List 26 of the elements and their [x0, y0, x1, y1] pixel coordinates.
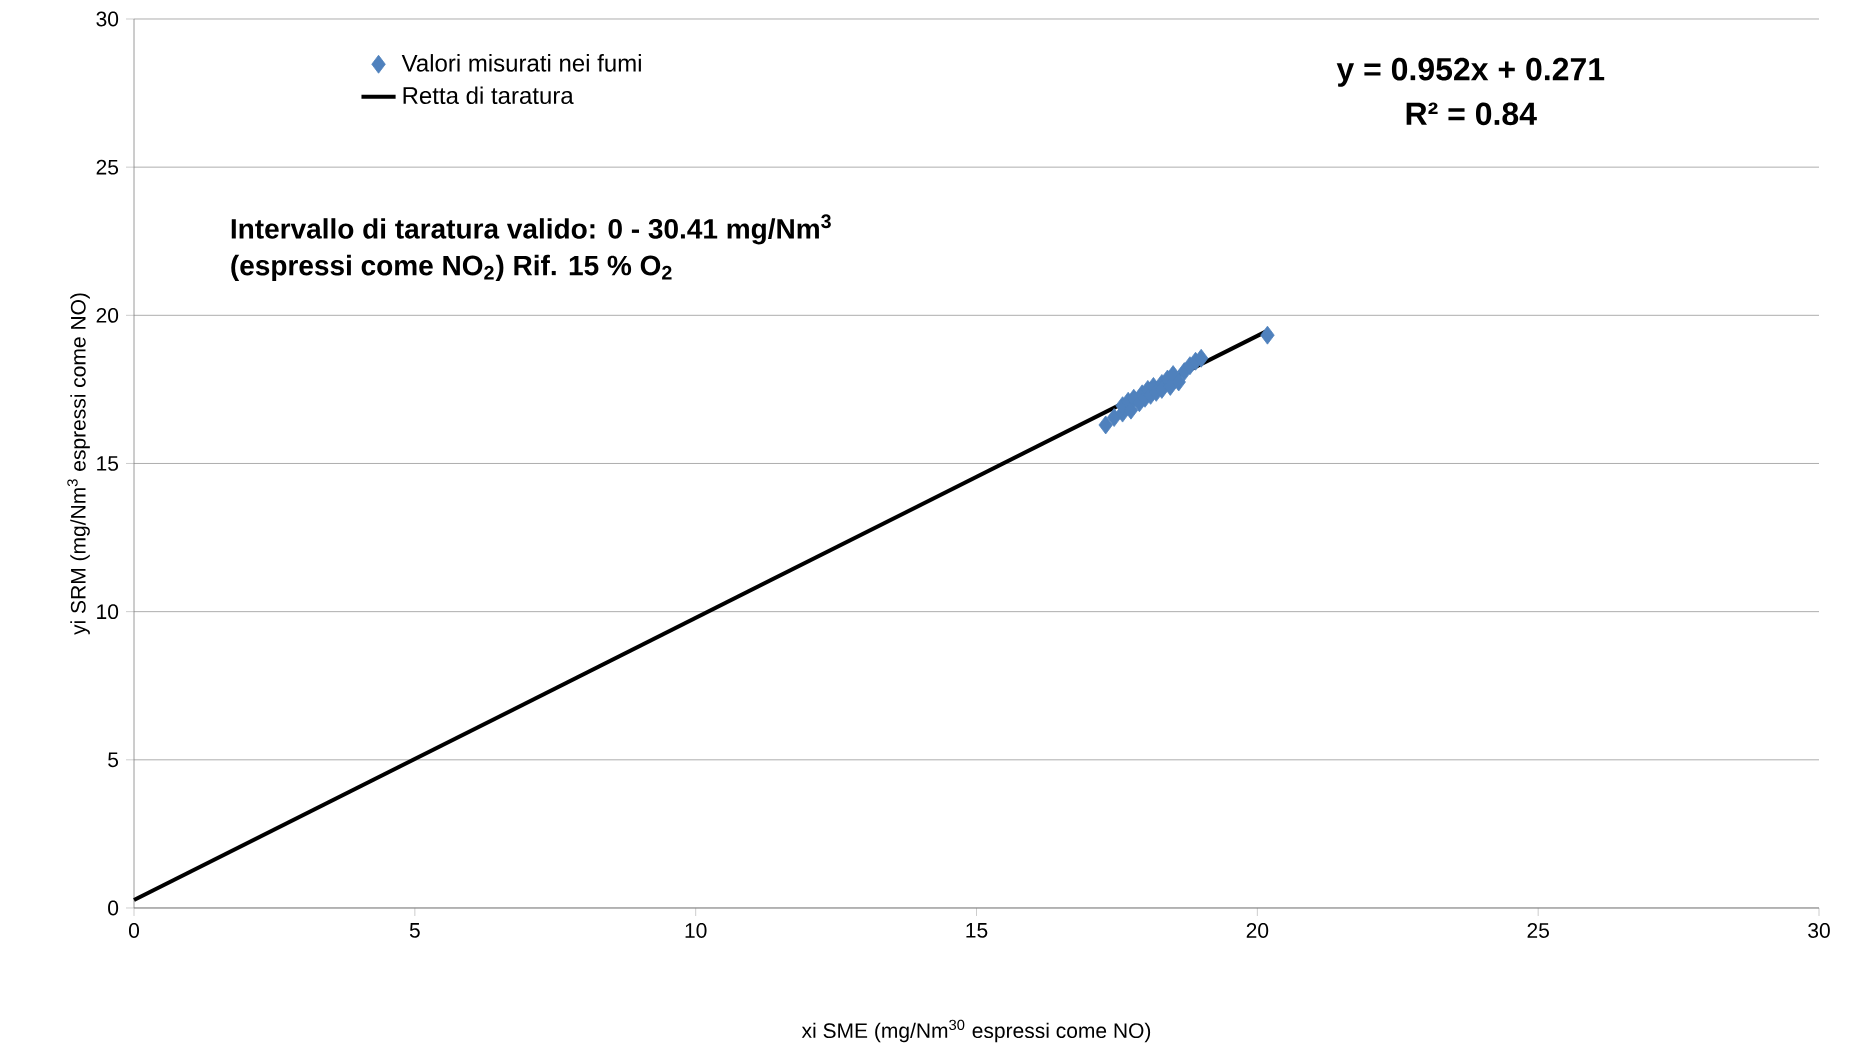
y-tick-label: 0	[108, 900, 119, 916]
annotation: R² = 0.84	[1406, 102, 1537, 126]
y-tick-label: 5	[108, 752, 119, 768]
x-tick-label: 30	[1808, 923, 1830, 938]
x-tick-label: 20	[1246, 923, 1269, 938]
y-tick-label: 30	[96, 11, 119, 27]
x-tick-label: 25	[1527, 923, 1549, 938]
annotation: Intervallo di taratura valido: 0 - 30.41 mg/Nm$^{3}$	[231, 214, 831, 245]
legend-label: Retta di taratura	[403, 86, 574, 105]
x-tick-label: 15	[966, 923, 988, 938]
y-tick-label: 20	[96, 307, 119, 323]
point	[1260, 325, 1275, 345]
y-axis-title: yi SRM (mg/Nm$^{3}$ espressi come NO)	[67, 293, 90, 635]
point	[1171, 372, 1186, 392]
x-tick-label: 10	[685, 923, 707, 938]
point	[1098, 415, 1113, 435]
annotation: (espressi come NO$_{2}$) Rif. 15 % O$_{2}$	[231, 254, 672, 281]
legend-label: Valori misurati nei fumi	[401, 54, 641, 72]
x-axis-title: xi SME (mg/Nm$^{30}$ espressi come NO)	[801, 1019, 1151, 1043]
x-tick-label: 5	[409, 923, 420, 938]
annotation: y = 0.952x + 0.271	[1336, 57, 1605, 87]
point	[1194, 348, 1209, 368]
y-tick-label: 15	[97, 456, 119, 471]
x-tick-label: 0	[128, 923, 140, 938]
y-tick-label: 10	[97, 604, 119, 620]
y-tick-label: 25	[96, 159, 119, 175]
